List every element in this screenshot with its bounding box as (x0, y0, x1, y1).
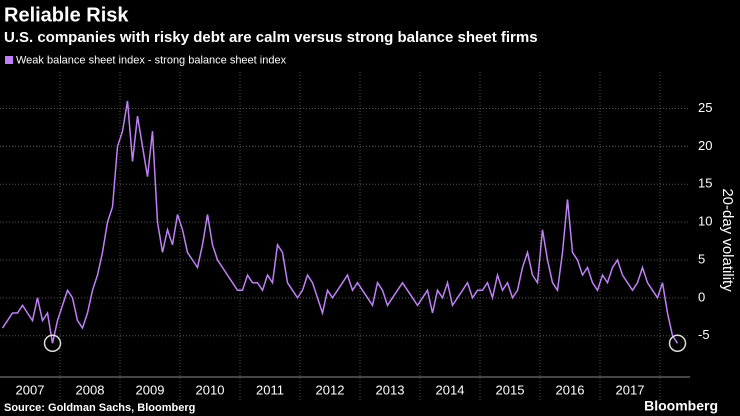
y-tick-label: 20 (698, 138, 712, 153)
x-tick-label: 2007 (16, 382, 45, 397)
x-tick-label: 2010 (196, 382, 225, 397)
x-tick-label: 2011 (256, 382, 284, 397)
x-tick-label: 2009 (136, 382, 165, 397)
x-tick-label: 2008 (76, 382, 105, 397)
source: Source: Goldman Sachs, Bloomberg (4, 402, 195, 414)
brand: Bloomberg (644, 398, 718, 414)
y-tick-label: -5 (698, 327, 710, 342)
highlight-circle (668, 334, 687, 353)
chart-subtitle: U.S. companies with risky debt are calm … (4, 29, 538, 46)
x-tick-label: 2016 (556, 382, 585, 397)
x-tick-label: 2017 (616, 382, 645, 397)
data-line (1, 100, 679, 344)
y-tick-label: 15 (698, 176, 712, 191)
y-tick-label: 5 (698, 251, 705, 266)
y-tick-label: 10 (698, 214, 712, 229)
highlight-circle (43, 334, 62, 353)
x-tick-label: 2014 (436, 382, 465, 397)
y-tick-label: 0 (698, 289, 705, 304)
chart-title: Reliable Risk (4, 4, 129, 26)
legend-label: Weak balance sheet index - strong balanc… (16, 54, 287, 66)
y-axis-label: 20-day volatility (719, 188, 736, 292)
x-tick-label: 2012 (316, 382, 345, 397)
x-tick-label: 2015 (496, 382, 525, 397)
y-tick-label: 25 (698, 100, 712, 115)
legend-swatch (5, 56, 13, 64)
x-tick-label: 2013 (376, 382, 405, 397)
